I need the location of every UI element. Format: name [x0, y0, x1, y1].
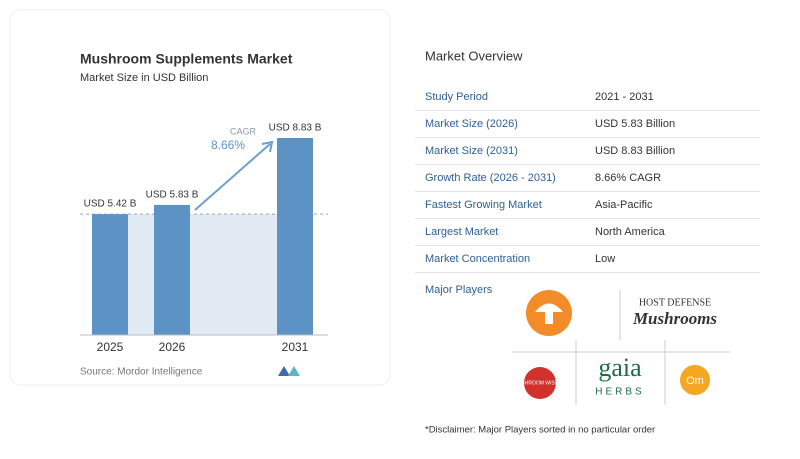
mushroom-icon — [535, 303, 563, 324]
row-value: Low — [595, 253, 615, 265]
host-defense-sub: Mushrooms — [632, 309, 717, 328]
row-label: Study Period — [425, 91, 488, 103]
mi-logo — [278, 366, 300, 376]
x-tick-label: 2025 — [97, 340, 124, 354]
host-defense: HOST DEFENSE — [639, 297, 711, 308]
disclaimer: *Disclaimer: Major Players sorted in no … — [425, 425, 655, 436]
gaia: gaia — [598, 353, 642, 382]
x-tick-label: 2026 — [159, 340, 186, 354]
value-label: USD 5.83 B — [146, 190, 199, 201]
row-value: USD 8.83 Billion — [595, 145, 675, 157]
om: Om — [686, 375, 704, 387]
mushroom-wisdom-logo — [524, 367, 556, 399]
bar — [92, 214, 128, 335]
reference-area — [128, 214, 277, 335]
bar — [154, 204, 190, 335]
cagr-arrow — [194, 143, 271, 211]
bar — [277, 138, 313, 335]
overview-title: Market Overview — [425, 48, 523, 63]
players-title: Major Players — [425, 284, 493, 296]
row-label: Fastest Growing Market — [425, 199, 542, 211]
cagr-value: 8.66% — [211, 138, 245, 152]
row-label: Growth Rate (2026 - 2031) — [425, 172, 556, 184]
cagr-arrowhead — [261, 140, 274, 153]
value-label: USD 5.42 B — [84, 199, 137, 210]
source: Source: Mordor Intelligence — [80, 367, 203, 378]
row-value: Asia-Pacific — [595, 199, 653, 211]
row-value: 8.66% CAGR — [595, 172, 661, 184]
row-value: 2021 - 2031 — [595, 91, 654, 103]
row-label: Largest Market — [425, 226, 498, 238]
chart-title: Mushroom Supplements Market — [80, 51, 293, 67]
row-value: North America — [595, 226, 666, 238]
overview-table: Study Period 2021 - 2031 Market Size (2026… — [415, 91, 760, 273]
value-label: USD 8.83 B — [269, 123, 322, 134]
om-logo — [680, 365, 710, 395]
row-value: USD 5.83 Billion — [595, 118, 675, 130]
row-label: Market Size (2026) — [425, 118, 518, 130]
gaia-herbs: HERBS — [595, 387, 644, 398]
x-tick-label: 2031 — [282, 340, 309, 354]
row-label: Market Size (2031) — [425, 145, 518, 157]
row-label: Market Concentration — [425, 253, 530, 265]
mushroom-wisdom: MUSHROOM WISDOM — [514, 380, 567, 386]
players-logos: HOST DEFENSE Mushrooms MUSHROOM WISDOM g… — [512, 290, 730, 405]
chart-subtitle: Market Size in USD Billion — [80, 72, 208, 84]
cagr-label: CAGR — [230, 126, 257, 136]
